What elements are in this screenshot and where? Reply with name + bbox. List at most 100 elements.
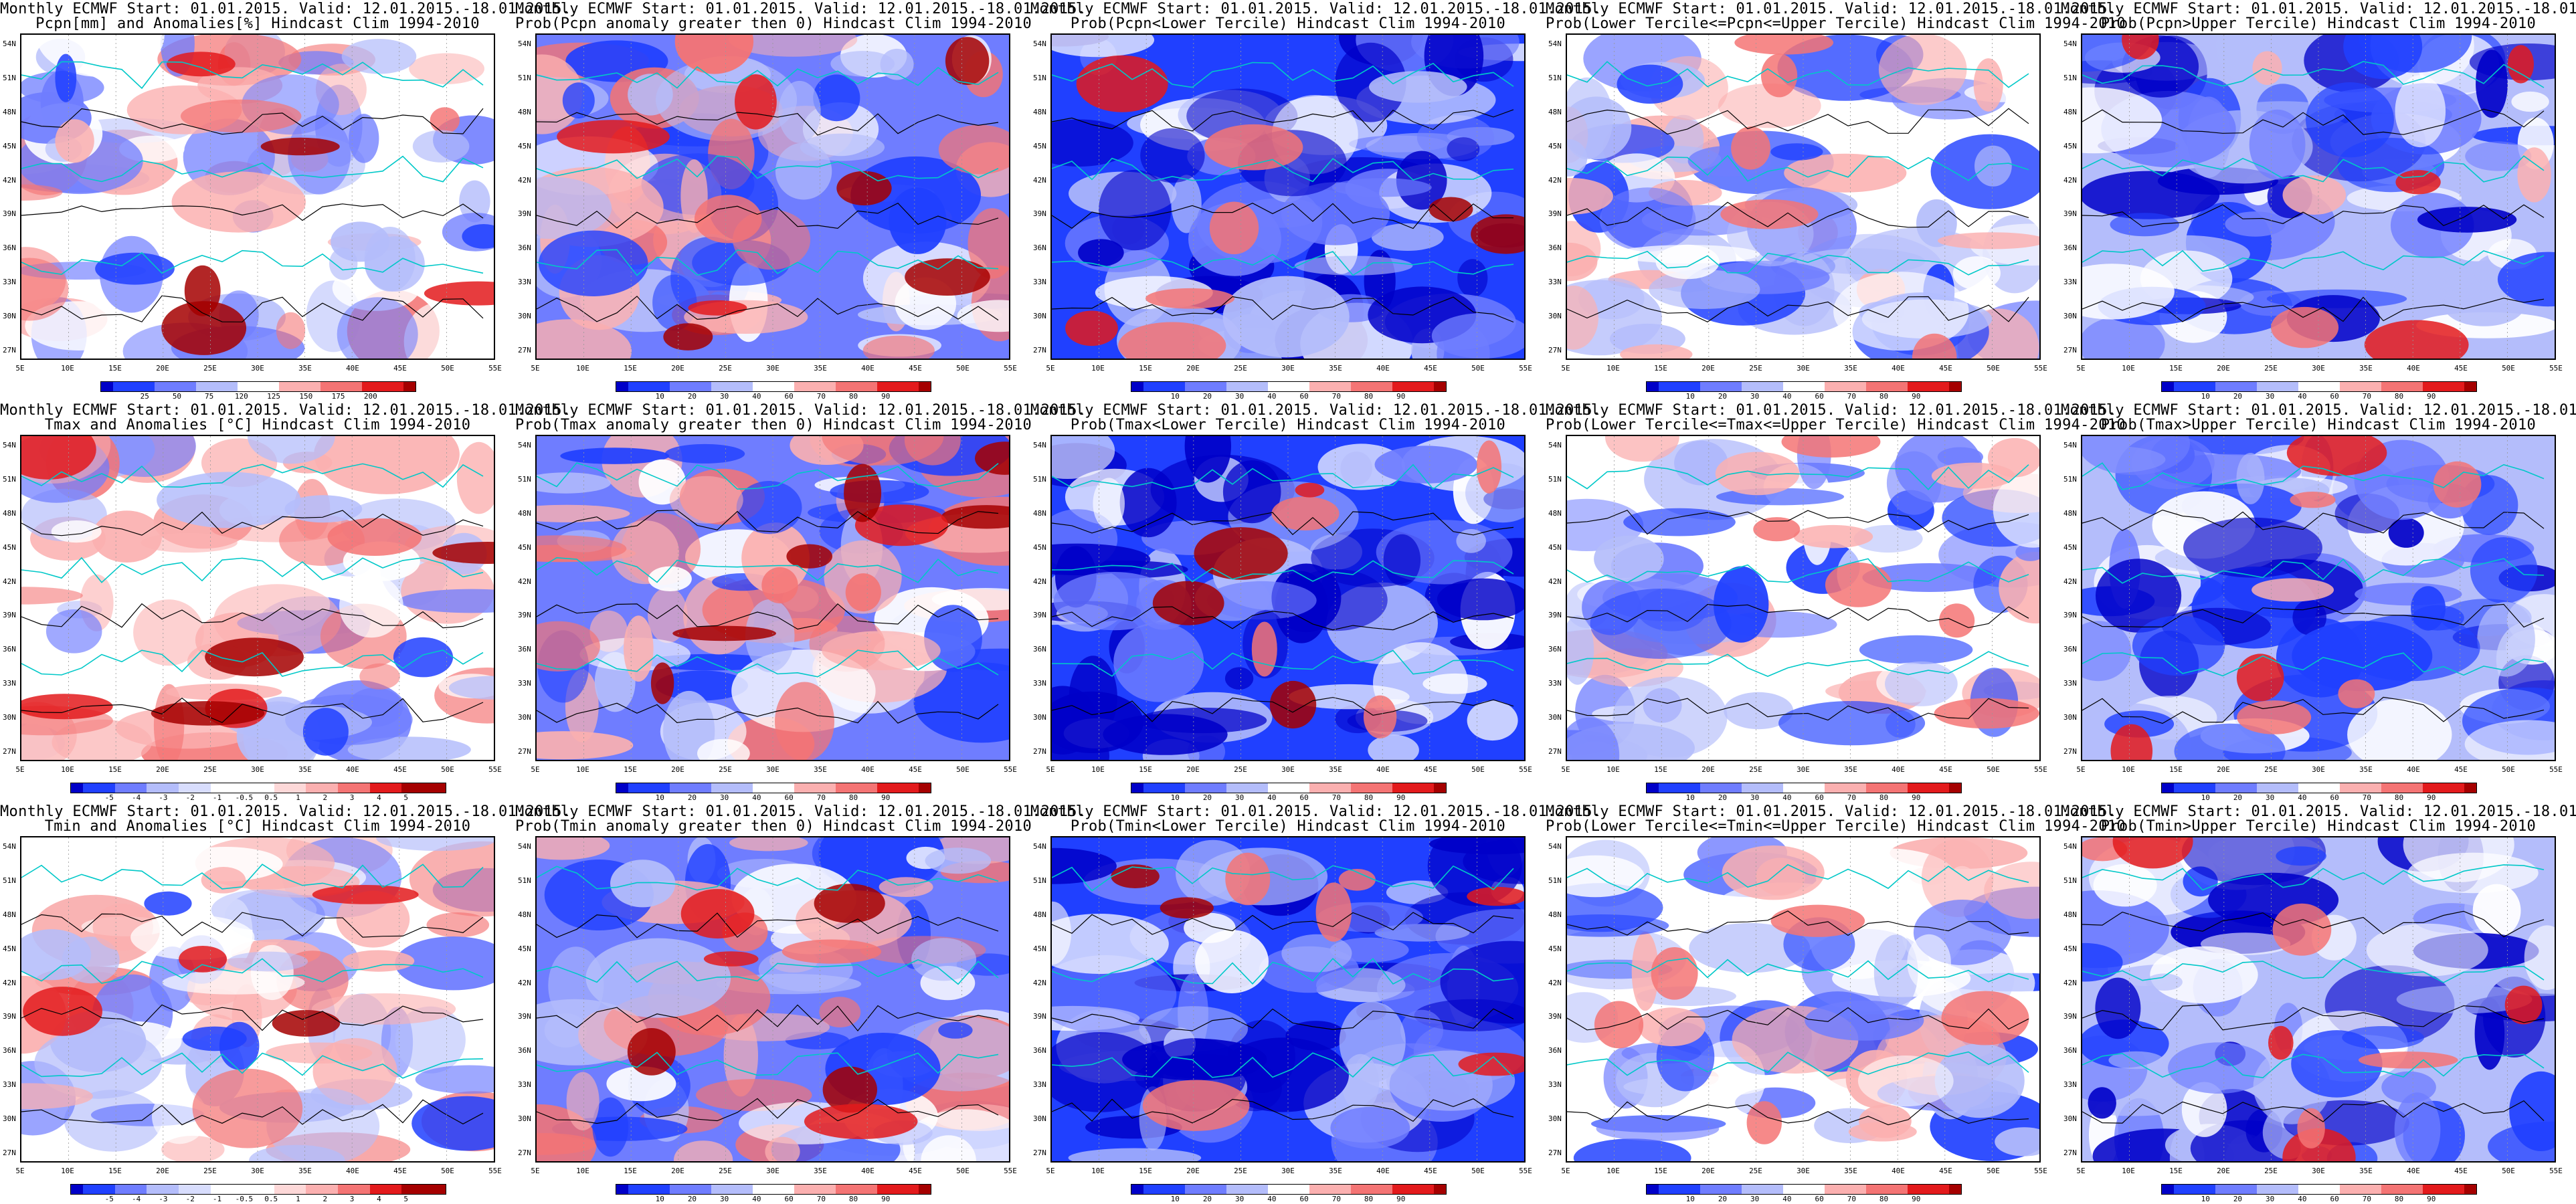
field-blotch [192,1068,303,1148]
lat-tick-label: 39N [1033,209,1046,219]
field-blotch [1078,239,1124,267]
colorbar-swatch [794,1185,836,1194]
contour-line [2082,509,2545,534]
lon-tick-label: 25E [1749,765,1762,774]
panel-title-line2: Prob(Pcpn anomaly greater then 0) Hindca… [515,15,1032,32]
colorbar-swatch [362,382,403,391]
field-blotch [1113,622,1204,702]
field-blotch [1567,914,1669,937]
field-accent [941,505,1009,529]
lon-tick-label: 35E [1844,364,1857,373]
colorbar-swatch [320,382,362,391]
lon-tick-label: 55E [2034,364,2047,373]
lat-tick-label: 48N [1033,107,1046,116]
colorbar-swatch [2381,783,2423,793]
panel-title-line2: Prob(Lower Tercile<=Tmin<=Upper Tercile)… [1546,818,2126,835]
contour-line [2082,910,2545,938]
field-blotch [171,171,306,233]
contour-line [1567,510,2029,535]
colorbar-label: 30 [2266,1195,2275,1203]
field-blotch [1617,64,1683,104]
colorbar-swatch [71,1185,83,1194]
lat-tick-label: 36N [2063,243,2077,253]
colorbar-label: 40 [2298,392,2307,401]
field-blotch [339,575,403,638]
colorbar-swatch [1783,1185,1825,1194]
field-accent [2395,170,2441,195]
field-blotch [562,82,595,119]
lon-tick-label: 20E [671,364,684,373]
lon-tick-label: 5E [15,1167,25,1175]
lat-tick-label: 45N [1548,944,1562,953]
colorbar-label: 20 [1202,392,1212,401]
colorbar-label: 2 [323,1195,328,1203]
colorbar-label: 90 [1396,392,1406,401]
field-blotch [1052,436,1115,479]
field-blotch [1970,35,2039,62]
lat-tick-label: 30N [1033,1114,1046,1124]
field-accent [1467,886,1524,906]
lon-tick-label: 10E [1606,364,1620,373]
lon-tick-label: 45E [2454,1167,2468,1175]
field-blotch [2082,942,2123,982]
panel-title-line1: Monthly ECMWF Start: 01.01.2015. Valid: … [0,1,571,17]
field-blotch [1052,35,1155,58]
map-plot [535,33,1010,360]
colorbar-swatch [628,382,670,391]
field-blotch [1374,445,1478,484]
field-blotch [1649,270,1760,309]
lat-tick-label: 45N [518,542,531,552]
lat-tick-label: 30N [1548,312,1562,321]
field-blotch [1195,930,1269,993]
lat-tick-label: 27N [518,1148,531,1158]
field-accent [1848,1122,1917,1142]
field-blotch [1052,955,1177,1034]
lat-tick-label: 48N [1548,107,1562,116]
field-blotch [1281,934,1352,973]
colorbar-label: 70 [1847,793,1856,802]
panel-title-line2: Tmax and Anomalies [°C] Hindcast Clim 19… [44,417,471,433]
colorbar-label: 30 [1235,392,1245,401]
map-plot [1050,836,1526,1163]
colorbar-swatch [1866,1185,1908,1194]
colorbar-swatch [1659,382,1700,391]
field-accent [2112,837,2193,869]
map-plot [1566,435,2041,761]
lon-tick-label: 50E [956,1167,970,1175]
lat-tick-label: 30N [518,713,531,722]
field-blotch [130,914,255,960]
lat-tick-label: 33N [1548,679,1562,688]
lon-tick-label: 30E [766,1167,779,1175]
colorbar-swatch [1647,382,1659,391]
colorbar-swatch [2381,1185,2423,1194]
colorbar-label: 30 [720,1195,729,1203]
colorbar-label: 40 [752,793,761,802]
lon-tick-label: 40E [861,1167,875,1175]
lon-tick-label: 50E [1987,364,2000,373]
field-accent [2286,436,2387,476]
lon-tick-label: 50E [956,364,970,373]
colorbar-label: 10 [1685,392,1695,401]
lon-tick-label: 45E [1939,765,1952,774]
field-accent [312,885,419,904]
lon-tick-label: 20E [2217,765,2230,774]
colorbar-swatch [2464,382,2476,391]
field-blotch [889,187,947,254]
field-blotch [1222,460,1281,524]
colorbar-swatch [1131,382,1143,391]
field-accent [1118,322,1226,359]
panel-title-line2: Prob(Pcpn>Upper Tercile) Hindcast Clim 1… [2100,15,2537,32]
field-blotch [55,119,94,163]
coastline [1567,155,2029,182]
field-accent [2508,45,2534,84]
field-blotch [592,1097,629,1157]
colorbar-swatch [434,1185,446,1194]
field-blotch [1567,77,1613,160]
lon-tick-label: 10E [2122,765,2135,774]
field-blotch [276,312,306,349]
field-blotch [830,51,895,77]
field-blotch [938,1021,973,1039]
lon-tick-label: 5E [2076,765,2086,774]
colorbar-label: 25 [140,392,149,401]
lat-tick-label: 39N [518,611,531,620]
